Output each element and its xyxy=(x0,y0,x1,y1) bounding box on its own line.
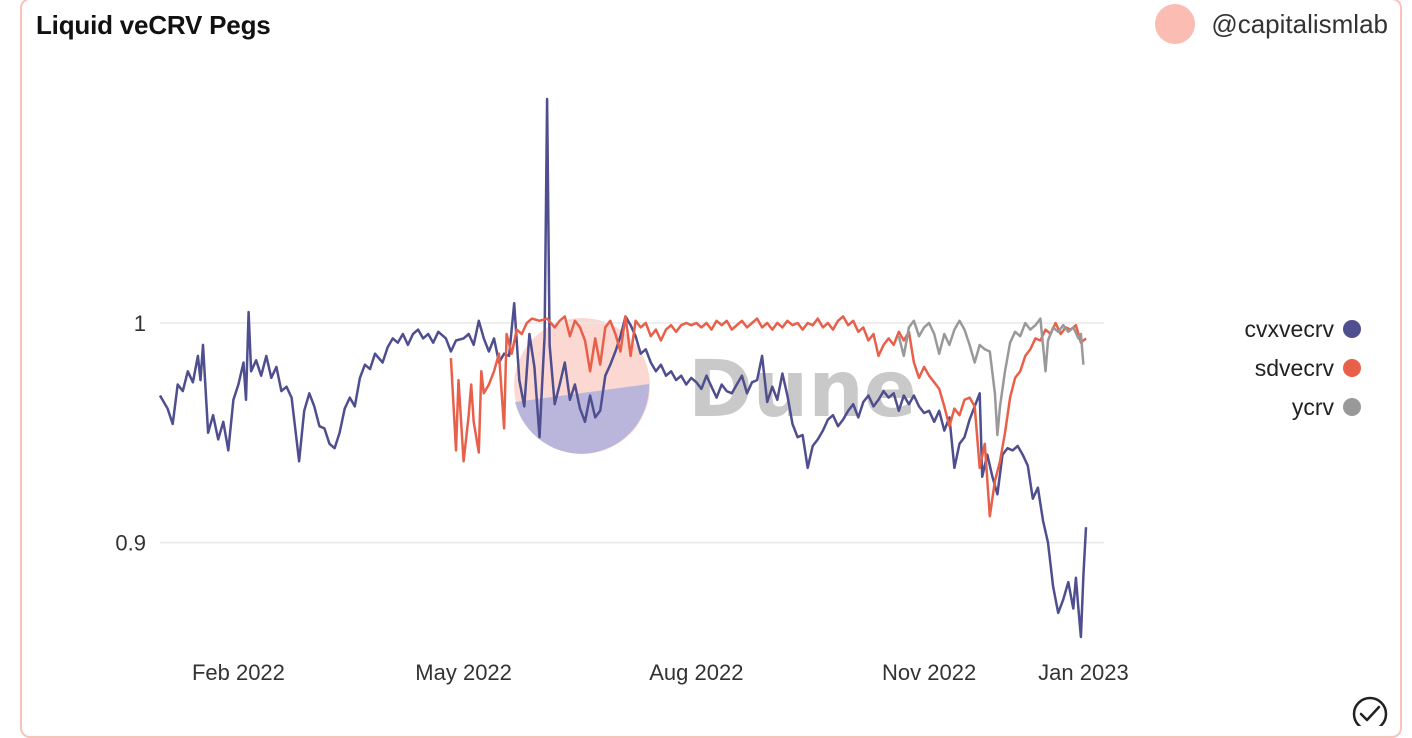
legend-label: sdvecrv xyxy=(1255,355,1335,381)
author-avatar xyxy=(1155,4,1196,44)
x-tick-label: May 2022 xyxy=(415,660,512,685)
watermark-text: Dune xyxy=(688,345,917,435)
legend-item-ycrv[interactable]: ycrv xyxy=(1292,394,1361,420)
check-icon[interactable] xyxy=(1352,696,1388,726)
series-line-sdvecrv xyxy=(449,315,1087,518)
author-badge[interactable]: @capitalismlab xyxy=(1155,4,1388,44)
legend-swatch xyxy=(1343,398,1361,416)
grid-lines xyxy=(160,322,1104,544)
series-lines xyxy=(158,97,1088,639)
x-tick-label: Jan 2023 xyxy=(1038,660,1129,685)
x-tick-label: Feb 2022 xyxy=(192,660,285,685)
series-line-ycrv xyxy=(897,317,1085,437)
legend-item-sdvecrv[interactable]: sdvecrv xyxy=(1255,355,1361,381)
legend-swatch xyxy=(1343,359,1361,377)
y-tick-label: 0.9 xyxy=(115,531,146,556)
legend-label: ycrv xyxy=(1292,394,1335,420)
watermark-logo-segment xyxy=(515,384,650,454)
y-tick-label: 1 xyxy=(134,311,146,336)
legend-item-cvxvecrv[interactable]: cvxvecrv xyxy=(1245,316,1361,342)
x-tick-label: Nov 2022 xyxy=(882,660,976,685)
axes: 0.9 1 Feb 2022 May 2022 Aug 2022 Nov 2022 Jan … xyxy=(115,311,1128,685)
author-handle[interactable]: @capitalismlab xyxy=(1211,8,1388,39)
legend-label: cvxvecrv xyxy=(1245,316,1335,342)
legend-swatch xyxy=(1343,320,1361,338)
x-tick-label: Aug 2022 xyxy=(649,660,743,685)
chart-title: Liquid veCRV Pegs xyxy=(36,10,271,40)
legend[interactable]: cvxvecrv sdvecrv ycrv xyxy=(1245,316,1361,420)
